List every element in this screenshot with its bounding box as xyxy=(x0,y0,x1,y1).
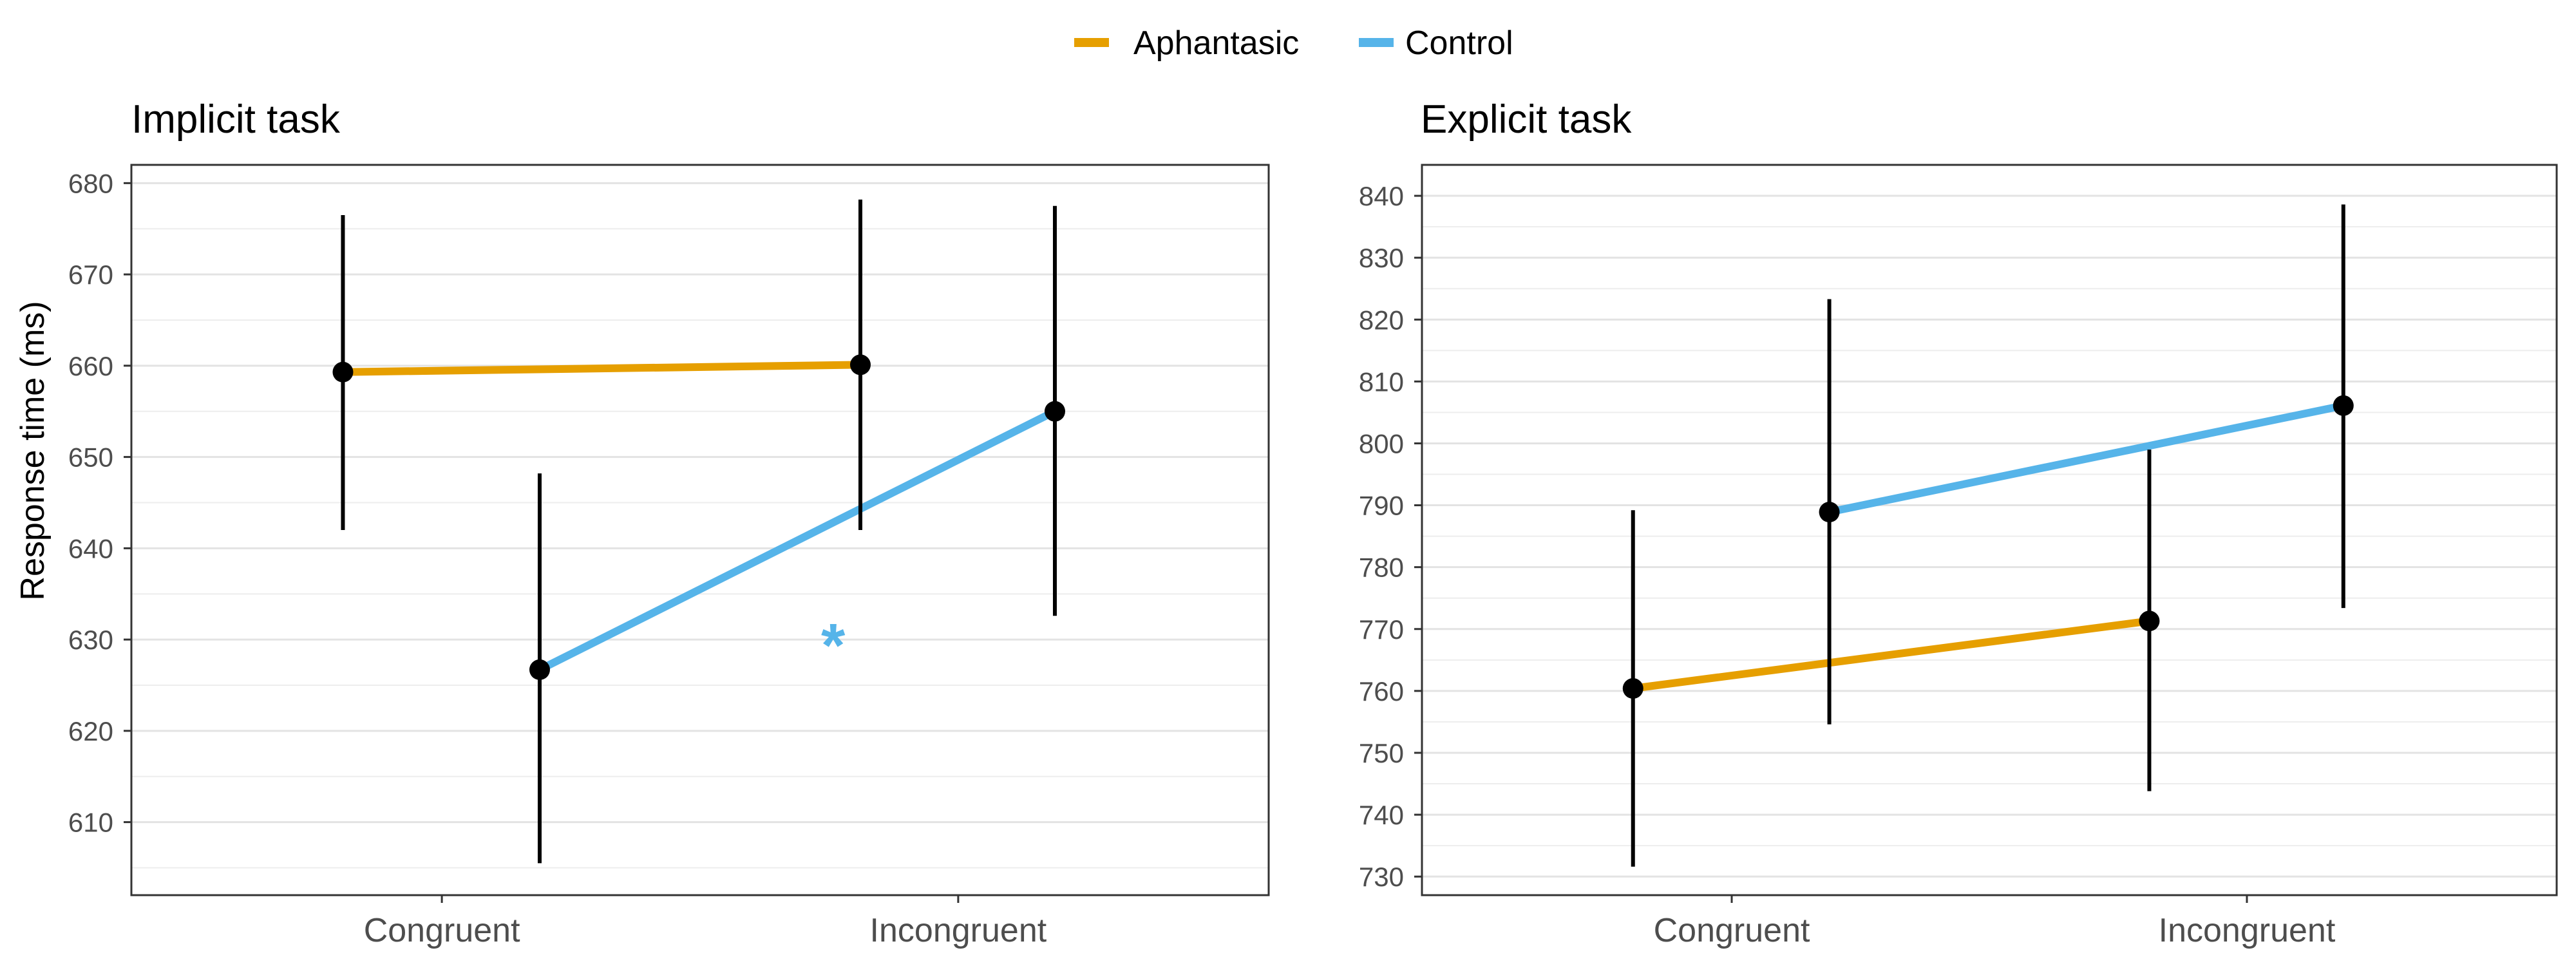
data-point-control xyxy=(529,659,550,680)
y-tick-label: 810 xyxy=(1359,366,1404,397)
y-tick-label: 800 xyxy=(1359,428,1404,459)
y-tick-label: 760 xyxy=(1359,676,1404,706)
data-point-control xyxy=(1044,401,1065,422)
data-point-control xyxy=(1819,502,1840,523)
panel-title: Implicit task xyxy=(131,97,341,142)
y-axis-title: Response time (ms) xyxy=(14,301,52,600)
legend-label-aphantasic: Aphantasic xyxy=(1133,24,1299,62)
x-tick-label: Congruent xyxy=(364,912,520,949)
panel-border xyxy=(130,164,1270,896)
y-tick-label: 790 xyxy=(1359,491,1404,521)
legend-label-control: Control xyxy=(1405,24,1513,62)
series-line-control xyxy=(1828,401,2344,516)
y-tick-label: 740 xyxy=(1359,800,1404,830)
y-tick-label: 820 xyxy=(1359,305,1404,335)
y-tick-label: 640 xyxy=(68,533,113,564)
y-tick-label: 770 xyxy=(1359,614,1404,645)
data-point-aphantasic xyxy=(332,361,354,383)
panel-border xyxy=(1421,164,2558,896)
y-tick-label: 840 xyxy=(1359,181,1404,211)
y-tick-label: 650 xyxy=(68,442,113,473)
series-line-aphantasic xyxy=(343,361,861,376)
data-point-control xyxy=(2333,395,2354,416)
y-tick-label: 620 xyxy=(68,716,113,746)
series-line-aphantasic xyxy=(1632,617,2150,692)
x-tick-label: Incongruent xyxy=(870,912,1047,949)
data-point-aphantasic xyxy=(850,354,871,375)
data-point-aphantasic xyxy=(2139,611,2160,632)
y-tick-label: 670 xyxy=(68,260,113,290)
y-tick-label: 750 xyxy=(1359,738,1404,768)
panel-title: Explicit task xyxy=(1421,97,1632,142)
y-tick-label: 630 xyxy=(68,625,113,655)
panel-explicit-task: 730 740 750 760 770 780 790 800 810 820 830 840 Cong… xyxy=(1359,97,2558,949)
y-tick-label: 780 xyxy=(1359,553,1404,583)
x-tick-label: Incongruent xyxy=(2159,912,2336,949)
legend: Aphantasic Control xyxy=(1074,24,1513,62)
y-tick-label: 830 xyxy=(1359,243,1404,273)
panel-implicit-task: 610 620 630 640 650 660 670 680 Congruent Incongr… xyxy=(68,97,1270,949)
series-line-control xyxy=(538,408,1057,674)
y-tick-label: 610 xyxy=(68,808,113,838)
data-point-aphantasic xyxy=(1622,678,1643,699)
y-tick-label: 660 xyxy=(68,351,113,381)
y-tick-label: 730 xyxy=(1359,862,1404,892)
x-tick-label: Congruent xyxy=(1654,912,1810,949)
significance-asterisk: * xyxy=(821,611,846,680)
y-tick-label: 680 xyxy=(68,168,113,198)
